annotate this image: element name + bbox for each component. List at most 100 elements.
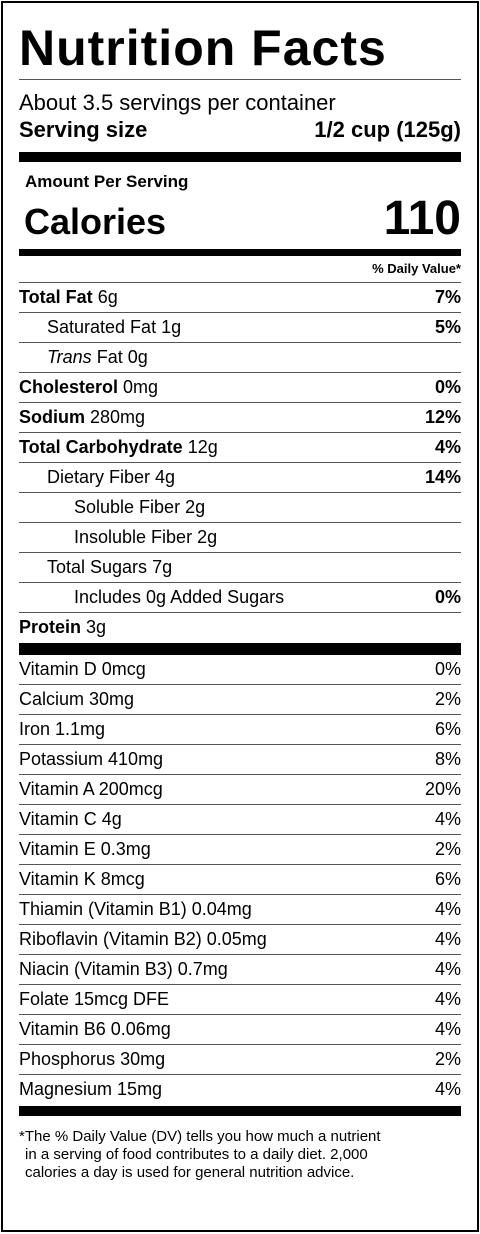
nutrient-amount: 4g [155,467,176,487]
nutrient-name: Total Fat [19,287,93,307]
vitamin-label: Niacin (Vitamin B3) 0.7mg [19,959,228,979]
vitamin-label: Potassium 410mg [19,749,164,769]
nutrient-dv: 4% [434,437,461,457]
vitamin-row: Phosphorus 30mg 2% [19,1044,461,1074]
serving-size-value: 1/2 cup (125g) [314,117,461,142]
nutrient-name: Total Sugars [47,557,148,577]
daily-value-footnote: *The % Daily Value (DV) tells you how mu… [19,1128,461,1182]
nutrient-name-suffix: Fat [96,347,123,367]
divider [19,79,461,80]
vitamin-row: Vitamin E 0.3mg 2% [19,834,461,864]
nutrient-row-total-carbohydrate: Total Carbohydrate 12g 4% [19,432,461,462]
nutrient-row-cholesterol: Cholesterol 0mg 0% [19,372,461,402]
nutrient-amount: 12g [187,437,218,457]
vitamin-label: Riboflavin (Vitamin B2) 0.05mg [19,929,267,949]
nutrient-amount: 1g [161,317,182,337]
vitamin-row: Niacin (Vitamin B3) 0.7mg 4% [19,954,461,984]
nutrient-name: Trans [47,347,92,367]
nutrient-amount: 7g [152,557,173,577]
daily-value-header: % Daily Value* [372,261,461,276]
amount-per-serving: Amount Per Serving [25,172,189,191]
vitamin-row: Vitamin A 200mcg 20% [19,774,461,804]
nutrient-amount: 0mg [123,377,159,397]
vitamin-row: Vitamin K 8mcg 6% [19,864,461,894]
nutrient-row-soluble-fiber: Soluble Fiber 2g [19,492,461,522]
medium-divider [19,249,461,256]
vitamin-row: Magnesium 15mg 4% [19,1074,461,1104]
nutrient-row-protein: Protein 3g [19,612,461,642]
vitamin-dv: 2% [434,839,461,859]
nutrient-row-sodium: Sodium 280mg 12% [19,402,461,432]
vitamin-row: Thiamin (Vitamin B1) 0.04mg 4% [19,894,461,924]
nutrient-row-added-sugars: Includes 0g Added Sugars 0% [19,582,461,612]
vitamin-dv: 4% [434,899,461,919]
nutrient-name: Includes 0g Added Sugars [74,587,285,607]
vitamins-minerals-list: Vitamin D 0mcg 0% Calcium 30mg 2% Iron 1.1… [19,655,461,1104]
vitamin-row: Riboflavin (Vitamin B2) 0.05mg 4% [19,924,461,954]
vitamin-dv: 6% [434,719,461,739]
vitamin-label: Vitamin K 8mcg [19,869,145,889]
vitamin-dv: 2% [434,689,461,709]
nutrient-amount: 6g [97,287,118,307]
nutrient-row-trans-fat: Trans Fat 0g [19,342,461,372]
nutrient-amount: 280mg [90,407,146,427]
vitamin-dv: 6% [434,869,461,889]
nutrient-name: Soluble Fiber [74,497,181,517]
nutrient-amount: 2g [185,497,206,517]
vitamin-dv: 4% [434,929,461,949]
nutrient-name: Cholesterol [19,377,119,397]
nutrient-dv: 0% [434,587,461,607]
nutrient-row-total-sugars: Total Sugars 7g [19,552,461,582]
vitamin-dv: 4% [434,809,461,829]
serving-size-label: Serving size [19,117,148,142]
nutrient-amount: 3g [86,617,107,637]
calories-row: Calories 110 [19,192,461,244]
footnote-line: *The % Daily Value (DV) tells you how mu… [19,1128,381,1145]
vitamin-dv: 4% [434,959,461,979]
nutrient-dv: 7% [434,287,461,307]
vitamin-row: Vitamin B6 0.06mg 4% [19,1014,461,1044]
nutrient-name: Total Carbohydrate [19,437,183,457]
calories-value: 110 [383,192,461,245]
nutrient-row-dietary-fiber: Dietary Fiber 4g 14% [19,462,461,492]
nutrient-row-total-fat: Total Fat 6g 7% [19,282,461,312]
vitamin-label: Iron 1.1mg [19,719,106,739]
vitamin-label: Thiamin (Vitamin B1) 0.04mg [19,899,252,919]
nutrient-dv: 5% [434,317,461,337]
vitamin-label: Vitamin A 200mcg [19,779,163,799]
calories-label: Calories [24,201,167,242]
thick-divider [19,1106,461,1116]
vitamin-row: Vitamin C 4g 4% [19,804,461,834]
vitamin-dv: 4% [434,989,461,1009]
nutrient-row-saturated-fat: Saturated Fat 1g 5% [19,312,461,342]
vitamin-label: Calcium 30mg [19,689,135,709]
nutrient-row-insoluble-fiber: Insoluble Fiber 2g [19,522,461,552]
vitamin-row: Iron 1.1mg 6% [19,714,461,744]
serving-size-row: Serving size 1/2 cup (125g) [19,116,461,146]
footnote-line: in a serving of food contributes to a da… [25,1146,368,1163]
vitamin-label: Vitamin B6 0.06mg [19,1019,171,1039]
vitamin-row: Vitamin D 0mcg 0% [19,655,461,684]
nutrient-name: Protein [19,617,82,637]
nutrient-dv: 0% [434,377,461,397]
nutrient-name: Insoluble Fiber [74,527,193,547]
thick-divider [19,152,461,162]
vitamin-dv: 4% [434,1079,461,1099]
nutrient-amount: 2g [197,527,218,547]
nutrient-name: Dietary Fiber [47,467,151,487]
vitamin-label: Phosphorus 30mg [19,1049,166,1069]
footnote-line: calories a day is used for general nutri… [25,1164,355,1181]
nutrient-dv: 14% [424,467,461,487]
label-title: Nutrition Facts [19,20,387,76]
nutrient-name: Saturated Fat [47,317,157,337]
vitamin-row: Calcium 30mg 2% [19,684,461,714]
nutrient-name: Sodium [19,407,85,427]
vitamin-dv: 0% [434,659,461,679]
thick-divider [19,643,461,655]
vitamin-label: Vitamin E 0.3mg [19,839,151,859]
vitamin-label: Vitamin C 4g [19,809,122,829]
servings-per-container: About 3.5 servings per container [19,90,336,115]
nutrient-amount: 0g [127,347,148,367]
vitamin-row: Folate 15mcg DFE 4% [19,984,461,1014]
